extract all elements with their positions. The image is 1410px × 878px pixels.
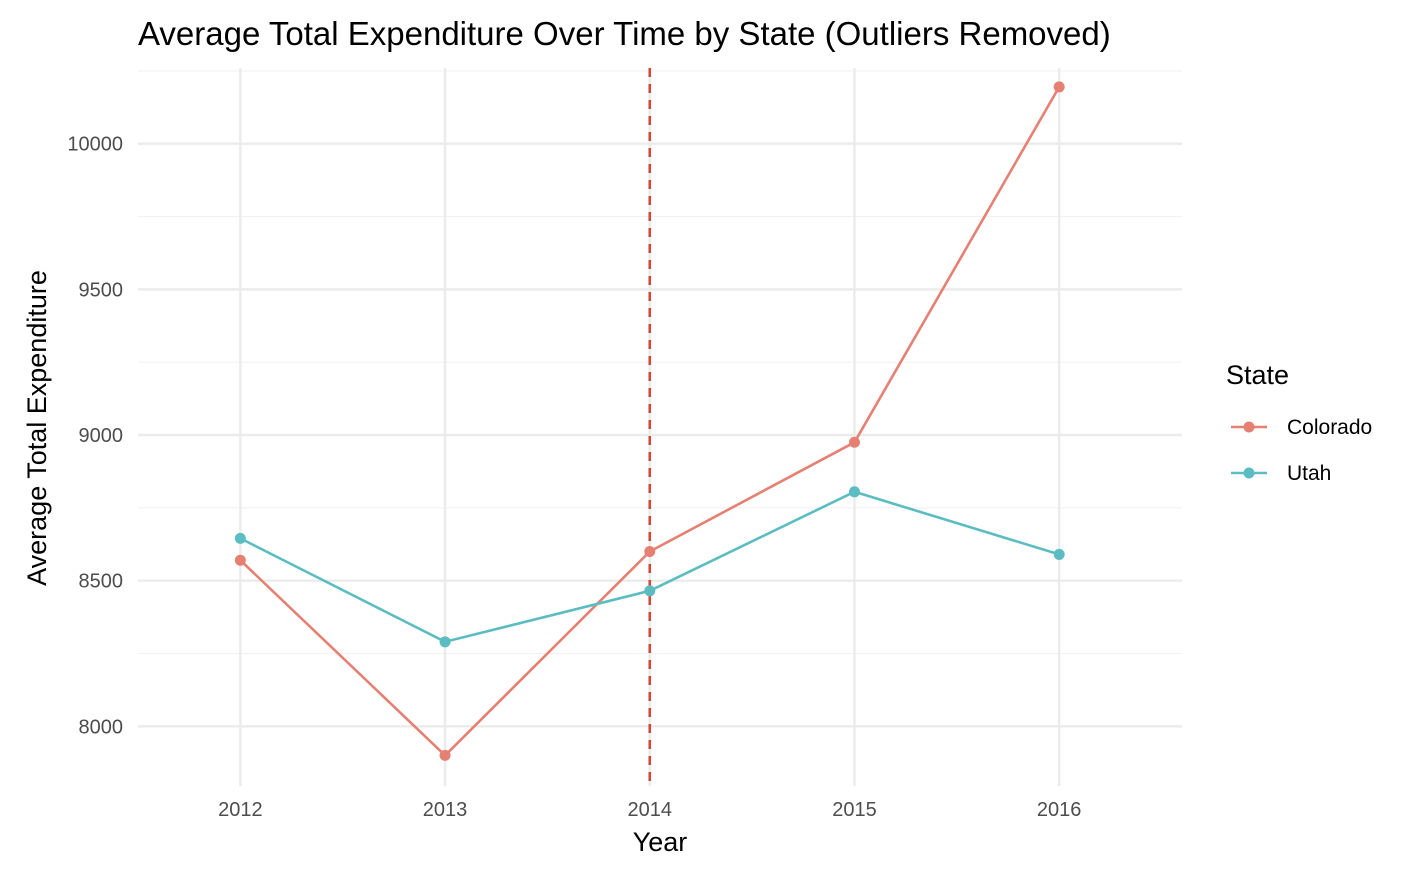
data-point-utah — [644, 585, 656, 597]
x-tick-label: 2013 — [423, 799, 468, 821]
legend-label: Colorado — [1287, 416, 1372, 439]
data-point-utah — [1053, 548, 1065, 560]
legend-key-point — [1243, 421, 1255, 433]
y-tick-label: 9000 — [79, 425, 124, 447]
legend: State Colorado Utah — [1226, 360, 1372, 485]
x-tick-label: 2016 — [1037, 799, 1082, 821]
x-tick-label: 2014 — [628, 799, 673, 821]
legend-title: State — [1226, 360, 1289, 390]
data-point-colorado — [439, 749, 451, 761]
data-point-utah — [234, 532, 246, 544]
data-point-utah — [439, 636, 451, 648]
y-tick-label: 8000 — [79, 716, 124, 738]
data-point-utah — [848, 486, 860, 498]
axis-ticks: 8000 8500 9000 9500 10000 2012 2013 2014 2015 201… — [67, 134, 1081, 821]
x-tick-label: 2015 — [832, 799, 877, 821]
y-axis-title: Average Total Expenditure — [22, 270, 52, 586]
y-tick-label: 9500 — [79, 279, 124, 301]
x-axis-title: Year — [633, 827, 688, 857]
y-tick-label: 10000 — [67, 134, 123, 156]
series-group — [234, 81, 1065, 761]
data-point-colorado — [644, 546, 656, 558]
y-tick-label: 8500 — [79, 571, 124, 593]
data-point-colorado — [234, 554, 246, 566]
chart-title: Average Total Expenditure Over Time by S… — [138, 15, 1111, 52]
data-point-colorado — [1053, 81, 1065, 93]
legend-label: Utah — [1287, 462, 1331, 485]
data-point-colorado — [848, 436, 860, 448]
x-tick-label: 2012 — [218, 799, 263, 821]
grid — [138, 68, 1182, 786]
legend-key-point — [1243, 467, 1255, 479]
